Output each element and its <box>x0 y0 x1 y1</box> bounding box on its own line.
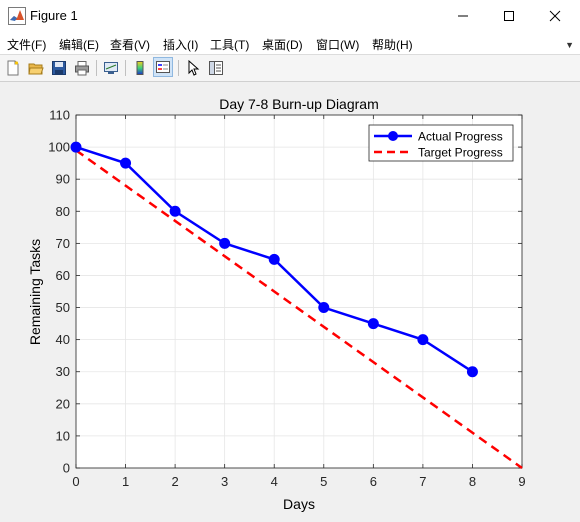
y-tick-label: 80 <box>56 204 70 219</box>
legend-actual-label: Actual Progress <box>418 130 503 144</box>
target-progress-line <box>75 149 523 470</box>
actual-progress-point[interactable] <box>417 334 429 346</box>
window-title: Figure 1 <box>30 8 78 23</box>
axes-box <box>75 114 523 469</box>
close-icon <box>549 10 561 22</box>
x-tick-label: 0 <box>72 474 79 489</box>
y-tick-label: 110 <box>49 108 70 123</box>
y-tick-label: 20 <box>56 396 70 411</box>
menu-bar: 文件(F) 编辑(E) 查看(V) 插入(I) 工具(T) 桌面(D) 窗口(W… <box>0 32 580 55</box>
open-file-button[interactable] <box>26 58 46 78</box>
insert-legend-icon <box>156 61 170 73</box>
new-figure-button[interactable] <box>3 58 23 78</box>
x-tick-label: 5 <box>320 474 327 489</box>
title-bar: Figure 1 <box>0 0 580 33</box>
x-tick-label: 3 <box>221 474 228 489</box>
menu-insert[interactable]: 插入(I) <box>163 38 199 52</box>
legend-actual-marker <box>388 131 398 141</box>
toolbar-separator <box>96 60 97 76</box>
x-tick-label: 8 <box>469 474 476 489</box>
chart-title: Day 7-8 Burn-up Diagram <box>219 96 379 112</box>
insert-colorbar-button[interactable] <box>130 58 150 78</box>
menu-file[interactable]: 文件(F) <box>7 38 47 52</box>
actual-progress-point[interactable] <box>120 157 132 169</box>
close-button[interactable] <box>532 0 578 32</box>
toolbar <box>0 55 580 82</box>
y-tick-label: 30 <box>56 364 70 379</box>
actual-progress-point[interactable] <box>219 237 231 249</box>
open-file-icon <box>28 63 44 75</box>
minimize-icon <box>458 15 468 17</box>
link-plot-button[interactable] <box>101 58 121 78</box>
maximize-button[interactable] <box>486 0 532 32</box>
toolbar-separator <box>125 60 126 76</box>
edit-plot-button[interactable] <box>183 58 203 78</box>
save-button[interactable] <box>49 58 69 78</box>
y-tick-label: 0 <box>63 461 70 476</box>
legend-target-label: Target Progress <box>418 146 503 160</box>
toolbar-separator <box>178 60 179 76</box>
y-tick-label: 10 <box>56 428 70 443</box>
print-icon <box>75 61 89 76</box>
actual-progress-point[interactable] <box>268 253 280 265</box>
menu-tools[interactable]: 工具(T) <box>210 38 250 52</box>
x-axis-label: Days <box>283 496 315 512</box>
series-layer <box>70 141 523 470</box>
actual-progress-point[interactable] <box>169 205 181 217</box>
x-tick-label: 7 <box>419 474 426 489</box>
menu-desktop[interactable]: 桌面(D) <box>262 38 303 52</box>
legend[interactable]: Actual Progress Target Progress <box>368 124 514 162</box>
matlab-icon <box>8 7 26 25</box>
property-editor-icon <box>209 61 223 75</box>
x-tick-label: 2 <box>171 474 178 489</box>
minimize-button[interactable] <box>440 0 486 32</box>
property-editor-button[interactable] <box>206 58 226 78</box>
insert-colorbar-icon <box>136 61 144 75</box>
menu-help[interactable]: 帮助(H) <box>372 38 413 52</box>
link-plot-icon <box>104 62 118 74</box>
edit-plot-icon <box>188 60 200 76</box>
y-tick-label: 40 <box>56 332 70 347</box>
y-tick-label: 70 <box>56 236 70 251</box>
menu-window[interactable]: 窗口(W) <box>316 38 360 52</box>
figure-canvas[interactable]: 0 1 2 3 4 5 6 7 8 9 0 10 20 30 40 50 60 70 80 90 100 110 Day … <box>0 82 580 517</box>
x-tick-label: 9 <box>518 474 525 489</box>
y-tick-label: 90 <box>56 172 70 187</box>
axes-background <box>76 115 522 468</box>
actual-progress-point[interactable] <box>318 302 330 314</box>
actual-progress-point[interactable] <box>367 318 379 330</box>
y-axis-label: Remaining Tasks <box>27 239 43 345</box>
save-icon <box>52 61 66 75</box>
x-tick-label: 6 <box>370 474 377 489</box>
x-tick-label: 4 <box>271 474 278 489</box>
x-tick-label: 1 <box>122 474 129 489</box>
actual-progress-point[interactable] <box>70 141 82 153</box>
maximize-icon <box>504 11 514 21</box>
print-button[interactable] <box>72 58 92 78</box>
new-figure-icon <box>7 60 19 76</box>
menu-edit[interactable]: 编辑(E) <box>59 38 99 52</box>
toolbar-expand-icon[interactable]: ▼ <box>565 40 574 50</box>
insert-legend-button[interactable] <box>153 57 173 77</box>
y-tick-label: 100 <box>48 140 70 155</box>
actual-progress-point[interactable] <box>466 366 478 378</box>
y-tick-label: 60 <box>56 268 70 283</box>
menu-view[interactable]: 查看(V) <box>110 38 150 52</box>
y-tick-label: 50 <box>56 300 70 315</box>
